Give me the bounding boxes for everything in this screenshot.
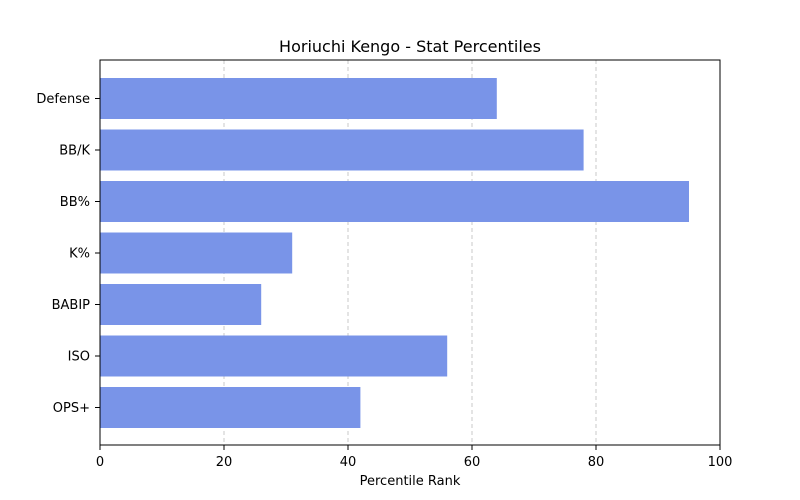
bar-k [100, 232, 293, 274]
y-tick-label: Defense [36, 92, 90, 107]
bar-bb [100, 181, 689, 222]
x-axis-title: Percentile Rank [360, 474, 461, 489]
y-tick-label: OPS+ [53, 401, 90, 416]
bar-defense [100, 78, 497, 119]
y-tick-label: BB/K [59, 144, 90, 159]
x-tick-label: 80 [588, 455, 605, 470]
bar-babip [100, 284, 262, 325]
x-tick-label: 20 [216, 455, 233, 470]
x-tick-label: 60 [464, 455, 481, 470]
x-tick-label: 0 [96, 455, 104, 470]
y-tick-label: ISO [68, 350, 90, 365]
bar-ops [100, 387, 361, 428]
bars [100, 78, 689, 428]
bar-iso [100, 335, 448, 377]
chart-title: Horiuchi Kengo - Stat Percentiles [279, 37, 541, 56]
bar-bb-k [100, 129, 584, 171]
y-tick-label: BB% [60, 195, 90, 210]
y-axis-ticks: Defense BB/K BB% K% BABIP ISO OPS+ [36, 92, 100, 416]
x-axis-ticks: 0 20 40 60 80 100 [96, 445, 733, 470]
y-tick-label: BABIP [52, 298, 91, 313]
x-tick-label: 100 [708, 455, 733, 470]
x-tick-label: 40 [340, 455, 357, 470]
y-tick-label: K% [69, 247, 90, 262]
